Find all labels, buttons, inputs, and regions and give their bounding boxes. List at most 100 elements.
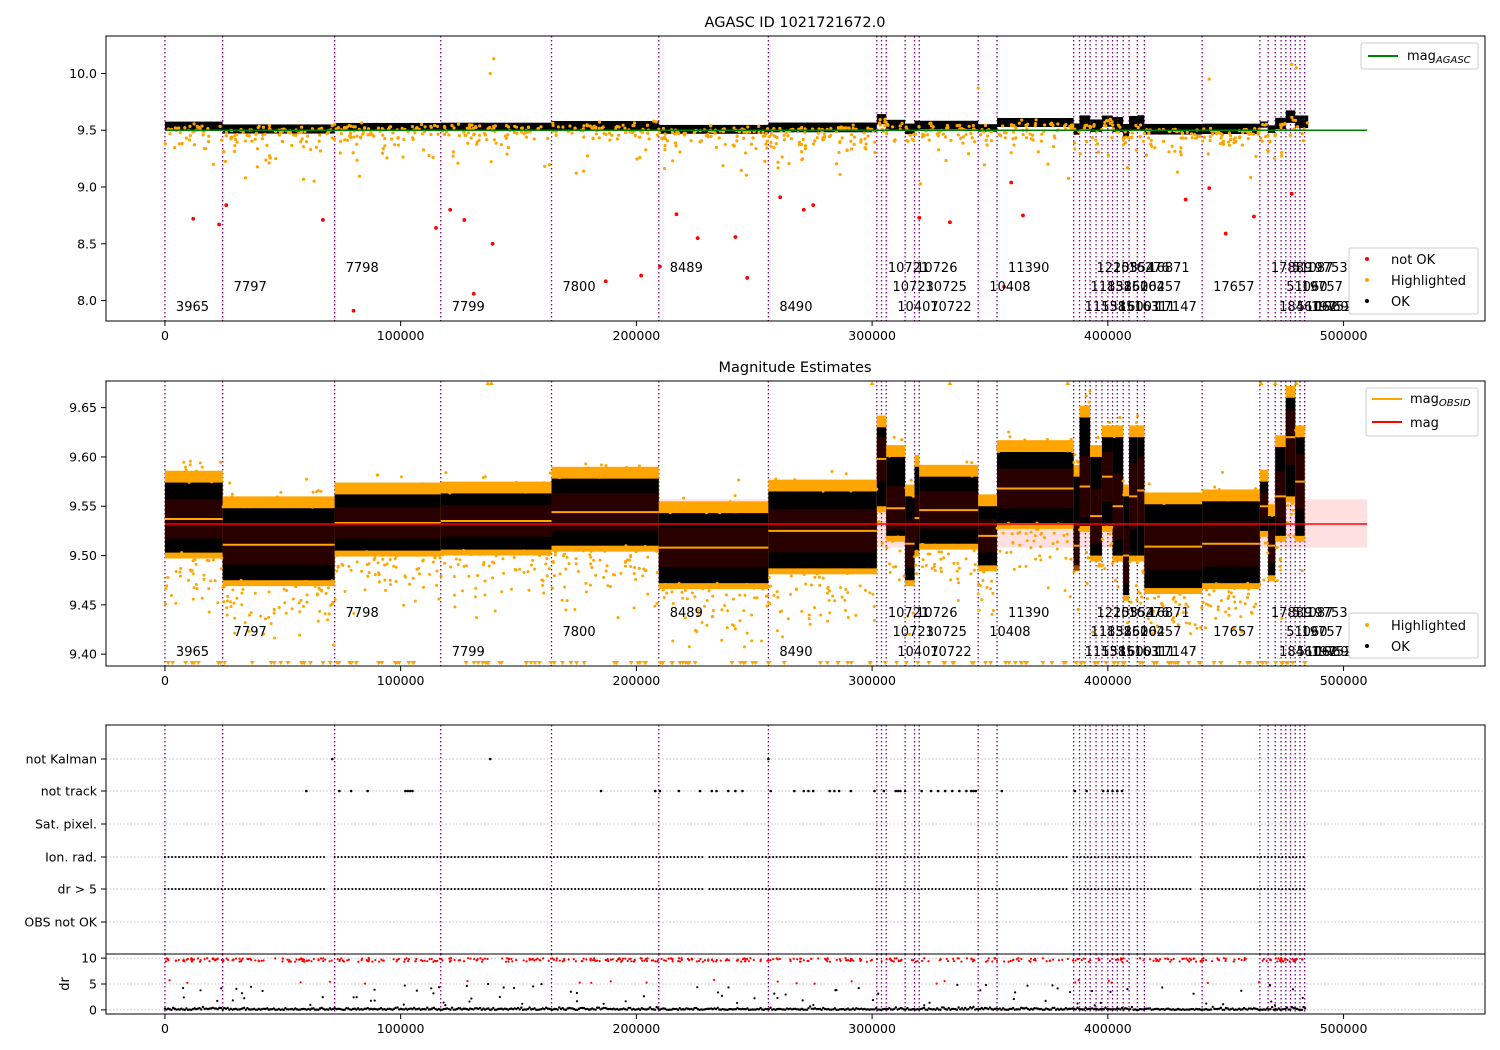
highlighted-point (1138, 123, 1143, 127)
highlighted-point (921, 558, 925, 562)
highlighted-point (221, 585, 225, 589)
highlighted-point (562, 554, 566, 558)
highlighted-point (532, 137, 536, 141)
highlighted-point (1042, 525, 1046, 529)
dr-point (449, 959, 452, 962)
flag-point (255, 855, 258, 859)
dr-point (282, 1008, 285, 1012)
dr-point (357, 960, 360, 963)
highlighted-point (230, 135, 234, 139)
highlighted-point (861, 482, 865, 486)
flag-point (892, 887, 895, 891)
highlighted-point (396, 143, 401, 147)
flag-point (991, 887, 994, 891)
obsid-label: 17889 (1271, 606, 1312, 621)
highlighted-point (488, 483, 492, 487)
highlighted-point (623, 470, 627, 474)
dr-point (1288, 960, 1291, 963)
flag-point (1076, 887, 1079, 891)
flag-points (163, 757, 1305, 891)
highlighted-point (769, 144, 773, 148)
flag-point (1030, 887, 1033, 891)
dr-point (934, 1008, 937, 1011)
highlighted-point (589, 549, 593, 553)
highlighted-point (764, 594, 768, 598)
dr-point (1071, 959, 1075, 962)
dr-point (823, 957, 827, 960)
dr-point (328, 1007, 332, 1010)
highlighted-point (485, 550, 489, 554)
dr-point (615, 959, 618, 963)
clipped-point (1272, 381, 1278, 385)
highlighted-point (1017, 121, 1021, 125)
highlighted-point (717, 136, 721, 140)
dr-point (727, 986, 730, 989)
highlighted-point (410, 125, 415, 129)
dr-point (795, 982, 798, 985)
highlighted-point (553, 469, 557, 473)
dr-point (1270, 1005, 1274, 1009)
clipped-point (379, 661, 385, 665)
highlighted-point (240, 603, 244, 607)
highlighted-point (543, 164, 547, 168)
highlighted-point (624, 131, 628, 135)
flag-point (489, 887, 492, 891)
clipped-point (926, 661, 932, 665)
flag-point (786, 855, 789, 859)
clipped-point (1115, 661, 1121, 665)
clipped-point (524, 661, 530, 665)
y-tick-label: 8.0 (77, 293, 97, 308)
highlighted-point (235, 596, 239, 600)
clipped-point (1012, 661, 1018, 665)
highlighted-point (1012, 143, 1016, 147)
obsid-label: 51062 (1297, 645, 1338, 660)
highlighted-point (537, 487, 541, 491)
dr-point (839, 959, 842, 963)
highlighted-point (1194, 136, 1199, 140)
highlighted-point (1252, 605, 1256, 609)
highlighted-point (908, 133, 912, 137)
flag-point (761, 855, 764, 859)
highlighted-point (174, 570, 178, 574)
dr-point (1007, 960, 1010, 963)
flag-point (566, 887, 570, 891)
highlighted-point (259, 614, 263, 618)
highlighted-point (1181, 136, 1185, 140)
dr-point (945, 957, 948, 961)
highlighted-point (739, 168, 743, 173)
flag-point (1291, 855, 1294, 859)
flag-point (404, 789, 407, 793)
clipped-point (1273, 661, 1279, 665)
flag-point (291, 855, 294, 859)
obsid-label: 51087 (1292, 261, 1333, 276)
highlighted-point (945, 123, 950, 128)
obsid-label: 7798 (346, 606, 379, 621)
highlighted-point (408, 582, 412, 586)
flag-point (301, 887, 304, 891)
flag-point (1030, 855, 1033, 859)
dr-point (946, 959, 950, 963)
flag-point (400, 887, 403, 891)
highlighted-point (961, 141, 965, 145)
not-ok-point (658, 264, 662, 269)
highlighted-point (450, 123, 454, 128)
highlighted-point (472, 133, 476, 137)
dr-point (528, 1006, 531, 1009)
dr-point (677, 959, 680, 963)
dr-point (521, 1002, 524, 1005)
flag-point (1104, 855, 1107, 859)
highlighted-point (1046, 162, 1050, 166)
flag-point (941, 887, 944, 891)
highlighted-point (834, 162, 839, 166)
highlighted-point (233, 631, 237, 635)
obsid-label: 19699 (1316, 645, 1357, 660)
flag-point (559, 855, 563, 859)
highlighted-point (573, 607, 577, 611)
dr-point (231, 999, 234, 1002)
highlighted-point (1068, 448, 1072, 452)
flag-point (333, 887, 336, 891)
highlighted-point (615, 137, 619, 141)
dr-point (807, 1007, 810, 1010)
clipped-point (165, 661, 171, 665)
dr-point (1068, 990, 1072, 994)
